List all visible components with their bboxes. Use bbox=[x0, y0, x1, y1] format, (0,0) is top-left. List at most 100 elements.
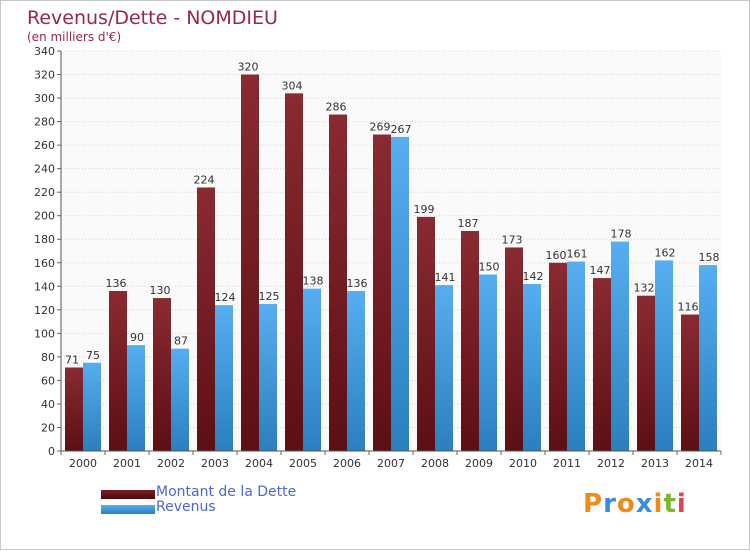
logo-letter: r bbox=[603, 489, 617, 519]
bar-revenus bbox=[611, 241, 629, 451]
logo-letter: i bbox=[653, 489, 664, 519]
y-tick-label: 180 bbox=[34, 233, 55, 246]
y-tick-label: 140 bbox=[34, 280, 55, 293]
bar-dette bbox=[65, 367, 83, 451]
x-tick-label: 2008 bbox=[421, 457, 449, 470]
y-tick-label: 340 bbox=[34, 45, 55, 58]
y-tick-label: 200 bbox=[34, 210, 55, 223]
data-label-dette: 224 bbox=[194, 173, 215, 186]
data-label-dette: 116 bbox=[678, 301, 699, 314]
x-axis: 2000 2001 2002 2003 2004 2005 2006 2007 2008 2009… bbox=[60, 450, 722, 470]
bar-dette bbox=[593, 278, 611, 451]
data-label-revenus: 124 bbox=[215, 291, 236, 304]
bar-revenus bbox=[479, 274, 497, 451]
legend-swatch-revenus bbox=[101, 505, 155, 514]
y-tick-label: 240 bbox=[34, 163, 55, 176]
data-label-revenus: 138 bbox=[303, 275, 324, 288]
data-label-dette: 71 bbox=[65, 353, 79, 366]
x-tick-label: 2001 bbox=[113, 457, 141, 470]
bar-revenus bbox=[347, 291, 365, 451]
y-tick-label: 100 bbox=[34, 327, 55, 340]
legend-label-dette: Montant de la Dette bbox=[156, 484, 297, 500]
x-tick-label: 2003 bbox=[201, 457, 229, 470]
x-tick-label: 2000 bbox=[69, 457, 97, 470]
bar-dette bbox=[241, 74, 259, 451]
x-tick-label: 2005 bbox=[289, 457, 317, 470]
data-label-revenus: 90 bbox=[130, 331, 144, 344]
x-tick-label: 2007 bbox=[377, 457, 405, 470]
data-label-revenus: 158 bbox=[699, 251, 720, 264]
y-tick-label: 60 bbox=[41, 374, 55, 387]
data-label-revenus: 87 bbox=[174, 335, 188, 348]
legend-swatch-dette bbox=[101, 490, 155, 499]
data-label-dette: 130 bbox=[150, 284, 171, 297]
logo-letter: t bbox=[663, 489, 677, 519]
x-tick-label: 2002 bbox=[157, 457, 185, 470]
proxiti-logo: Proxiti bbox=[583, 489, 687, 519]
bar-dette bbox=[417, 216, 435, 451]
data-label-revenus: 75 bbox=[86, 349, 100, 362]
y-tick-label: 160 bbox=[34, 257, 55, 270]
bar-dette bbox=[681, 314, 699, 451]
bar-revenus bbox=[215, 305, 233, 451]
x-tick-label: 2012 bbox=[597, 457, 625, 470]
bar-revenus bbox=[655, 260, 673, 451]
data-label-dette: 132 bbox=[634, 282, 655, 295]
y-tick-label: 0 bbox=[48, 445, 55, 458]
data-labels-group: 71 75 136 90 130 87 224 124 320 125 304 138 286 136 26… bbox=[65, 61, 720, 367]
y-tick-label: 280 bbox=[34, 116, 55, 129]
data-label-revenus: 267 bbox=[391, 123, 412, 136]
bars-group bbox=[65, 74, 717, 452]
data-label-dette: 147 bbox=[590, 264, 611, 277]
bar-revenus bbox=[435, 285, 453, 451]
y-tick-label: 260 bbox=[34, 139, 55, 152]
bar-dette bbox=[461, 231, 479, 451]
bar-revenus bbox=[83, 362, 101, 451]
x-tick-label: 2006 bbox=[333, 457, 361, 470]
x-tick-label: 2014 bbox=[685, 457, 713, 470]
bar-revenus bbox=[171, 348, 189, 451]
data-label-dette: 187 bbox=[458, 217, 479, 230]
logo-letter: P bbox=[583, 489, 604, 519]
bar-revenus bbox=[391, 136, 409, 451]
y-tick-label: 120 bbox=[34, 304, 55, 317]
data-label-dette: 269 bbox=[370, 121, 391, 134]
bar-dette bbox=[637, 295, 655, 451]
data-label-dette: 199 bbox=[414, 203, 435, 216]
data-label-dette: 173 bbox=[502, 233, 523, 246]
bar-revenus bbox=[699, 265, 717, 451]
data-label-dette: 136 bbox=[106, 277, 127, 290]
y-tick-label: 40 bbox=[41, 398, 55, 411]
bar-revenus bbox=[523, 283, 541, 451]
data-label-revenus: 125 bbox=[259, 290, 280, 303]
data-label-revenus: 161 bbox=[567, 248, 588, 261]
logo-letter: o bbox=[616, 489, 636, 519]
bar-dette bbox=[329, 114, 347, 451]
y-tick-label: 220 bbox=[34, 186, 55, 199]
chart-subtitle: (en milliers d'€) bbox=[27, 30, 122, 44]
bar-dette bbox=[285, 93, 303, 452]
data-label-revenus: 142 bbox=[523, 270, 544, 283]
x-tick-label: 2004 bbox=[245, 457, 273, 470]
data-label-revenus: 162 bbox=[655, 246, 676, 259]
bar-dette bbox=[549, 262, 567, 451]
bar-dette bbox=[109, 291, 127, 451]
x-tick-label: 2009 bbox=[465, 457, 493, 470]
data-label-dette: 304 bbox=[282, 79, 303, 92]
y-tick-label: 320 bbox=[34, 69, 55, 82]
bar-dette bbox=[373, 134, 391, 451]
chart-title: Revenus/Dette - NOMDIEU bbox=[27, 7, 278, 29]
data-label-revenus: 136 bbox=[347, 277, 368, 290]
bar-revenus bbox=[567, 261, 585, 451]
y-tick-label: 20 bbox=[41, 421, 55, 434]
data-label-revenus: 141 bbox=[435, 271, 456, 284]
data-label-dette: 160 bbox=[546, 249, 567, 262]
bar-dette bbox=[153, 298, 171, 451]
legend-label-revenus: Revenus bbox=[156, 499, 216, 515]
y-tick-label: 300 bbox=[34, 92, 55, 105]
bar-revenus bbox=[259, 303, 277, 451]
y-axis: 0 20 40 60 80 100 120 140 160 180 200 220 240 260 280 3… bbox=[34, 45, 62, 458]
bar-revenus bbox=[127, 345, 145, 451]
